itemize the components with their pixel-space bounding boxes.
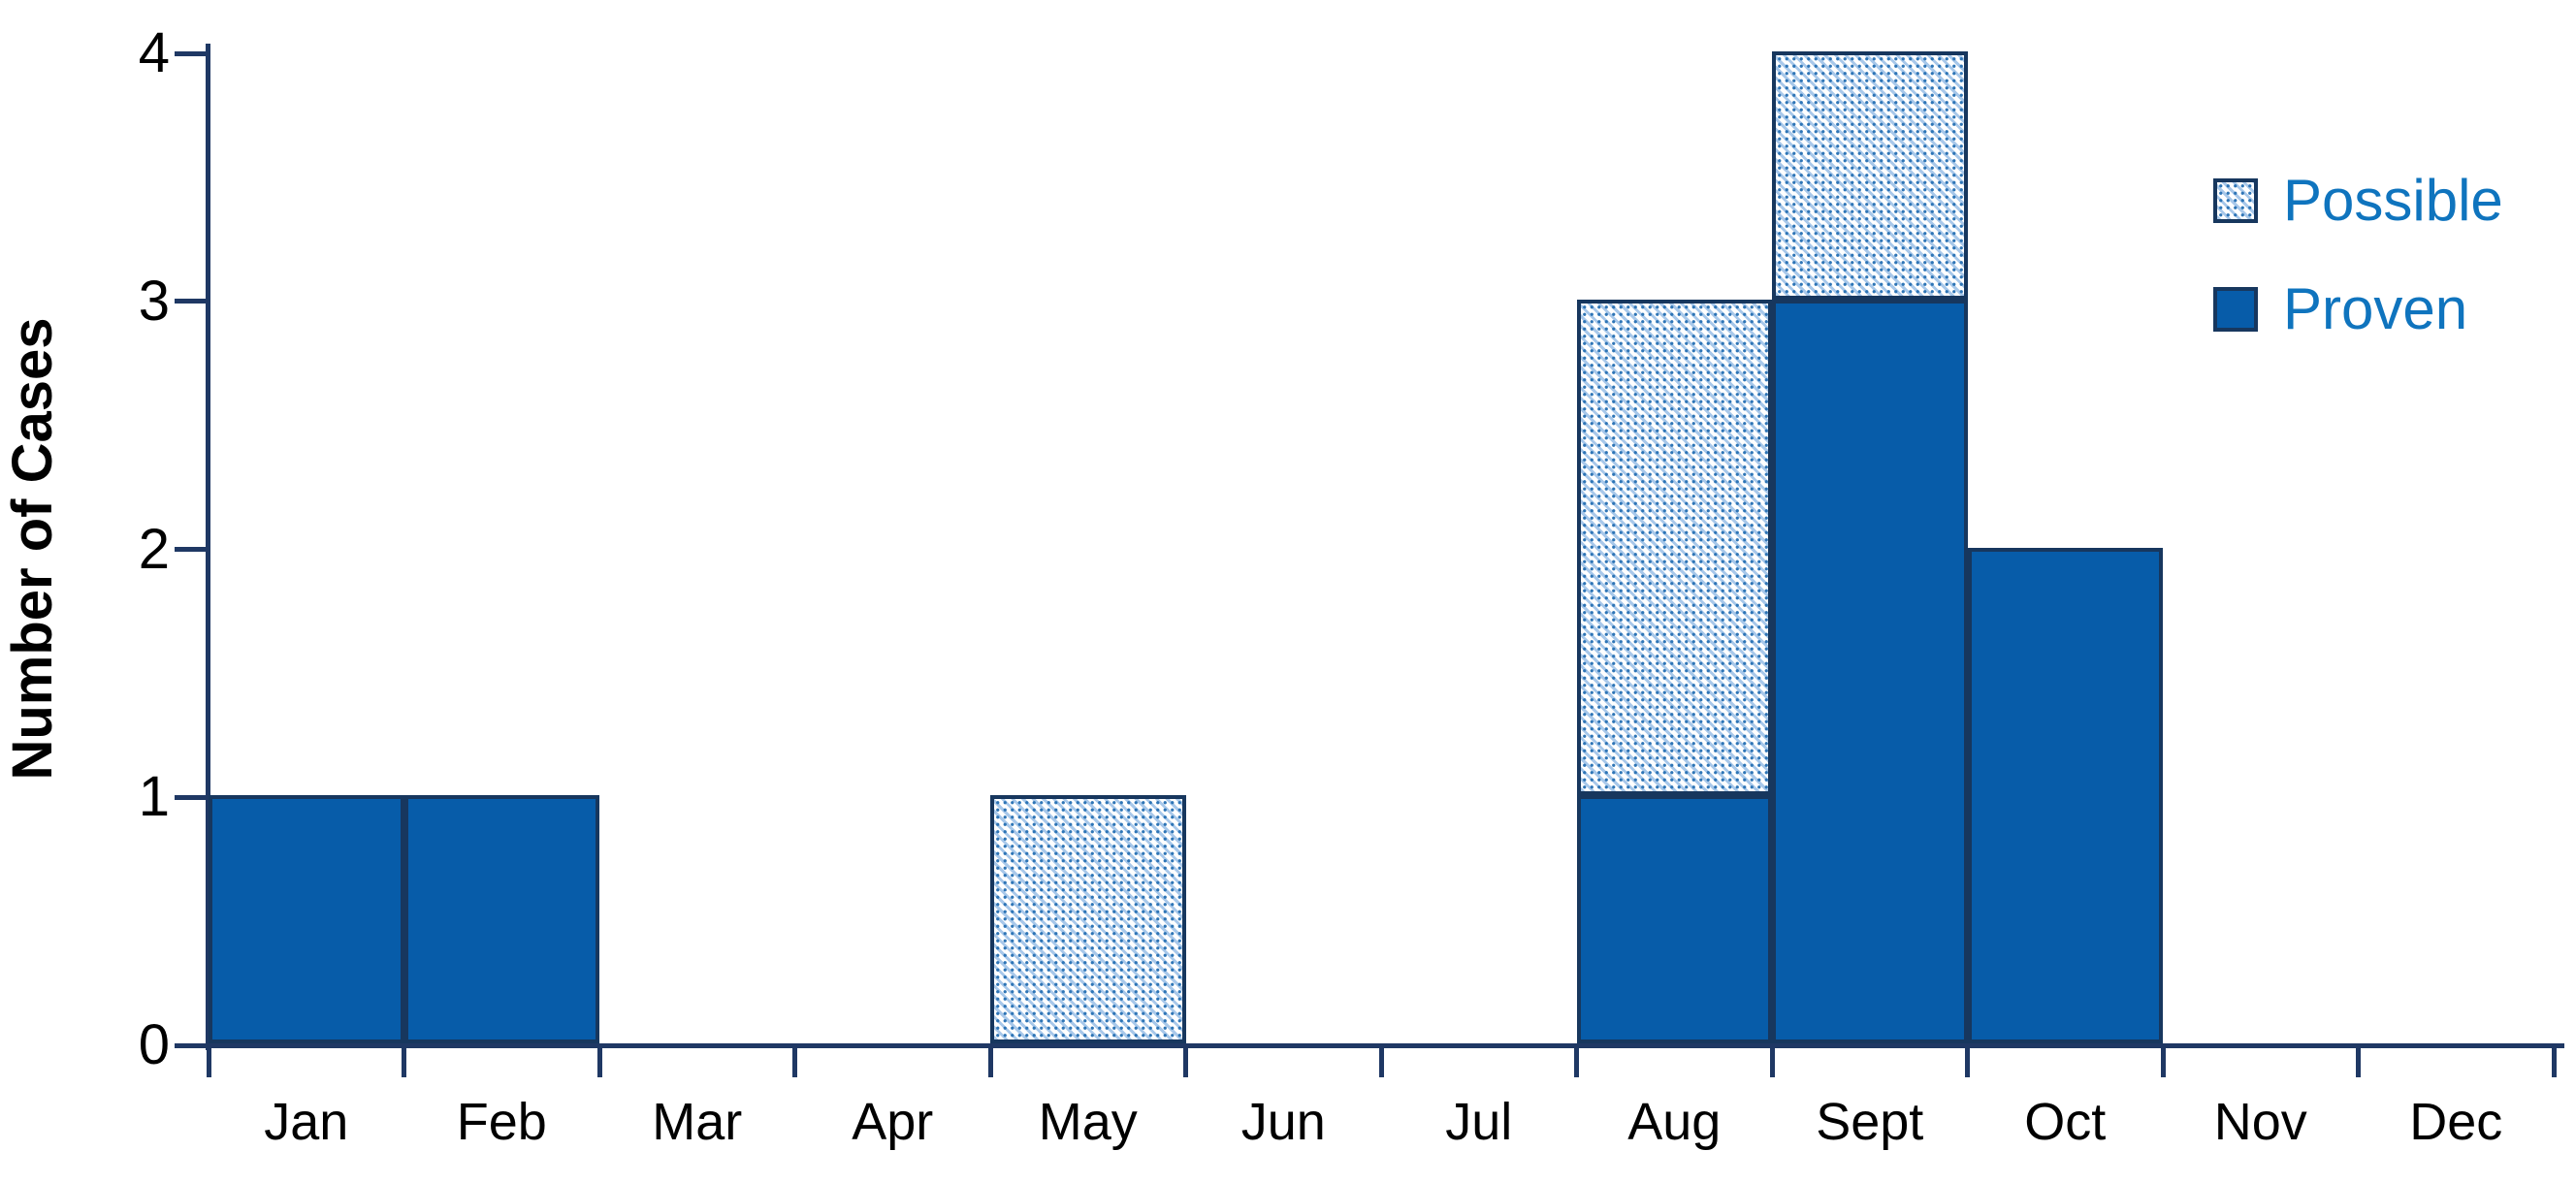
y-tick-label-1: 1	[138, 765, 170, 829]
x-tick-1	[402, 1046, 406, 1077]
x-tick-label-jun: Jun	[1240, 1093, 1326, 1151]
legend-label-proven: Proven	[2283, 276, 2468, 341]
bar-segment-oct-proven	[1967, 547, 2163, 1043]
y-tick-3	[175, 299, 206, 304]
y-tick-4	[175, 50, 206, 56]
y-tick-0	[175, 1042, 206, 1048]
legend-label-possible: Possible	[2283, 168, 2503, 233]
x-tick-4	[987, 1046, 993, 1077]
x-tick-label-dec: Dec	[2409, 1093, 2503, 1151]
x-tick-12	[2551, 1046, 2557, 1077]
x-tick-2	[596, 1046, 602, 1077]
x-tick-3	[792, 1046, 797, 1077]
x-tick-label-sept: Sept	[1816, 1093, 1924, 1151]
x-tick-label-may: May	[1038, 1093, 1138, 1151]
x-tick-11	[2356, 1046, 2361, 1077]
x-tick-0	[206, 1046, 211, 1077]
x-tick-label-oct: Oct	[2024, 1093, 2107, 1151]
plot-area: 0 1 2 3 4 Jan Feb Mar Apr May Jun Jul Aug Sept Oct Nov D…	[139, 25, 2564, 1148]
x-tick-label-jul: Jul	[1445, 1093, 1513, 1151]
y-tick-2	[175, 547, 206, 552]
x-tick-label-apr: Apr	[852, 1093, 934, 1151]
x-tick-6	[1378, 1046, 1384, 1077]
bar-segment-aug-proven	[1576, 795, 1772, 1043]
bar-segment-sept-possible	[1772, 51, 1968, 300]
x-tick-8	[1769, 1046, 1775, 1077]
bar-segment-aug-possible	[1576, 299, 1772, 796]
legend: Possible Proven	[2213, 172, 2503, 394]
x-tick-9	[1965, 1046, 1970, 1077]
y-tick-1	[175, 794, 206, 800]
legend-item-possible: Possible	[2213, 172, 2503, 230]
x-tick-5	[1183, 1046, 1188, 1077]
x-tick-10	[2160, 1046, 2166, 1077]
bar-segment-may-possible	[990, 795, 1186, 1043]
legend-swatch-hatched	[2213, 178, 2258, 223]
x-tick-label-feb: Feb	[456, 1093, 547, 1151]
x-tick-label-jan: Jan	[264, 1093, 349, 1151]
legend-swatch-solid	[2213, 287, 2258, 332]
x-tick-label-nov: Nov	[2213, 1093, 2307, 1151]
y-tick-label-4: 4	[138, 21, 170, 84]
y-tick-label-3: 3	[138, 269, 170, 333]
y-tick-label-0: 0	[138, 1013, 170, 1076]
x-tick-label-aug: Aug	[1627, 1093, 1722, 1151]
bar-segment-sept-proven	[1772, 299, 1968, 1043]
x-tick-7	[1574, 1046, 1579, 1077]
legend-item-proven: Proven	[2213, 280, 2503, 338]
x-tick-label-mar: Mar	[652, 1093, 743, 1151]
x-axis-line	[206, 1043, 2564, 1048]
bar-segment-jan-proven	[209, 795, 404, 1043]
bar-segment-feb-proven	[403, 795, 599, 1043]
y-tick-label-2: 2	[138, 517, 170, 581]
y-axis-line	[206, 44, 210, 1050]
